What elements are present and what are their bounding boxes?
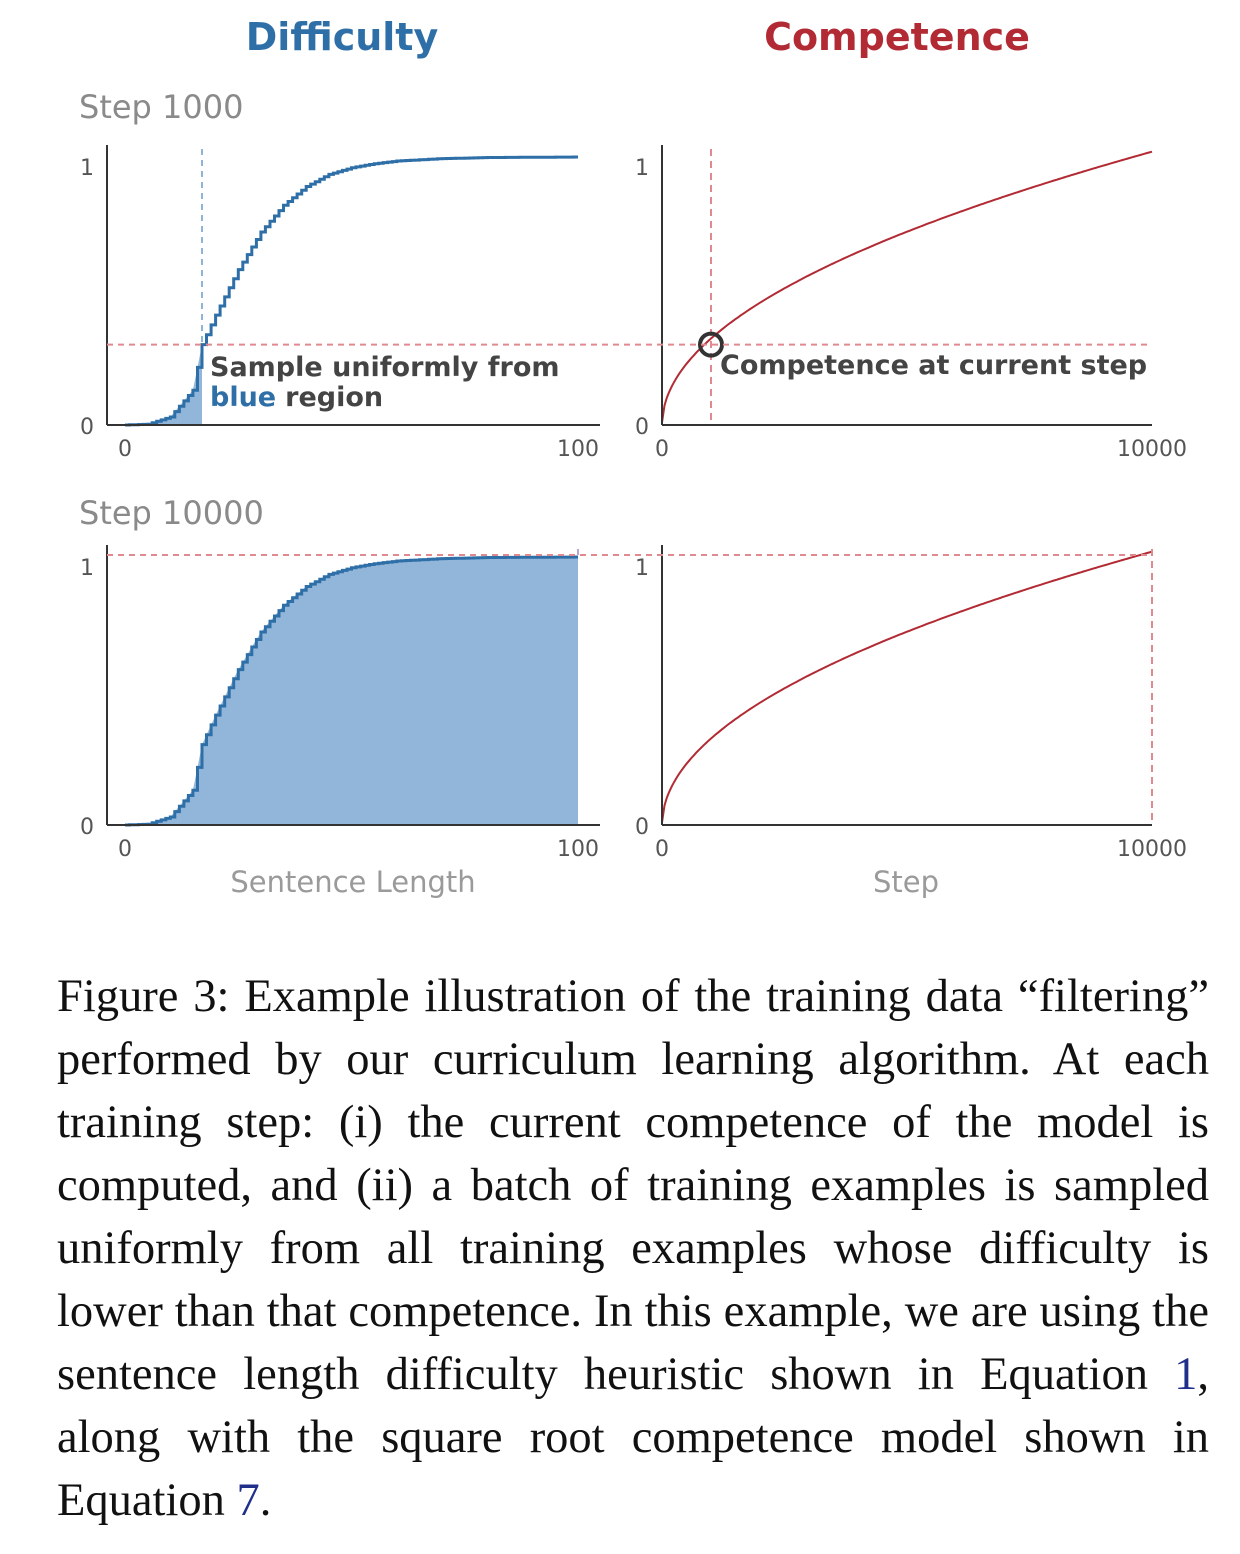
y-tick-label-0: 0 [80,415,94,440]
equation-ref-7[interactable]: 7 [236,1475,260,1526]
competence-marker [698,331,724,358]
y-tick-label-1: 1 [80,156,94,181]
caption-text: Example illustration of the training dat… [57,971,1209,1400]
caption-label: Figure 3: [57,971,230,1022]
competence-column-title: Competence [764,15,1030,59]
row-label-step-1000: Step 1000 [79,88,243,126]
y-tick-label-0: 0 [80,815,94,840]
panel-competence-step-1000: 1 0 0 10000 Competence at current step [635,145,1187,462]
figure-caption: Figure 3: Example illustration of the tr… [57,965,1209,1532]
panel-difficulty-step-10000: 1 0 0 100 Sentence Length [80,545,600,899]
panel-difficulty-step-1000: 1 0 0 100 Sample uniformly from blue regi… [80,145,600,462]
caption-text: , along with the square root competence … [57,1349,1210,1526]
row-label-step-10000: Step 10000 [79,494,264,532]
sample-annotation-line2: blue region [210,382,383,413]
annotation-highlight-blue: blue [210,382,276,413]
x-tick-label-0: 0 [655,837,669,862]
x-axis-label-sentence-length: Sentence Length [230,865,475,899]
annotation-region-word: region [285,382,383,413]
y-tick-label-1: 1 [635,556,649,581]
y-tick-label-1: 1 [80,556,94,581]
y-tick-label-0: 0 [635,415,649,440]
y-tick-label-1: 1 [635,156,649,181]
x-tick-label-10000: 10000 [1117,837,1187,862]
panel-competence-step-10000: 1 0 0 10000 Step [635,545,1187,899]
figure-panels: Difficulty Competence Step 1000 Step 100… [79,15,1187,899]
x-tick-label-0: 0 [118,437,132,462]
difficulty-column-title: Difficulty [246,15,439,59]
difficulty-cdf-curve [125,555,578,827]
x-tick-label-0: 0 [655,437,669,462]
x-tick-label-100: 100 [557,837,599,862]
difficulty-cdf-curve [125,155,578,427]
caption-text: . [259,1475,272,1526]
sample-region-fill [125,557,578,825]
equation-ref-1[interactable]: 1 [1174,1349,1198,1400]
competence-curve [661,150,1153,423]
competence-annotation: Competence at current step [720,350,1147,381]
x-axis-label-step: Step [873,865,939,899]
sample-region-fill [125,344,202,425]
sample-annotation-line1: Sample uniformly from [210,352,560,383]
competence-curve [661,550,1153,823]
x-tick-label-100: 100 [557,437,599,462]
y-tick-label-0: 0 [635,815,649,840]
x-tick-label-10000: 10000 [1117,437,1187,462]
x-tick-label-0: 0 [118,837,132,862]
